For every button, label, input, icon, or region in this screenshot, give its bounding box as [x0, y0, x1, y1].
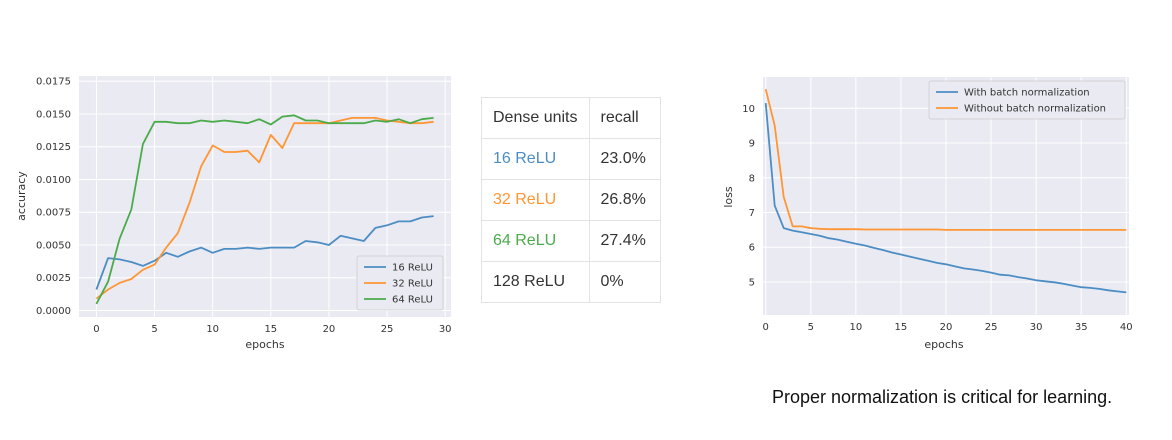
x-tick-label: 20 — [323, 324, 336, 335]
legend-label: With batch normalization — [964, 88, 1090, 99]
legend-label: Without batch normalization — [964, 104, 1106, 115]
y-tick-label: 0.0175 — [36, 77, 71, 88]
legend-label: 64 ReLU — [392, 295, 433, 306]
y-tick-label: 5 — [749, 277, 755, 288]
row-recall: 26.8% — [588, 179, 661, 221]
y-tick-label: 0.0075 — [36, 208, 71, 219]
y-tick-label: 8 — [749, 173, 755, 184]
row-label: 128 ReLU — [481, 261, 590, 303]
y-tick-label: 0.0125 — [36, 142, 71, 153]
y-tick-label: 7 — [749, 208, 755, 219]
x-tick-label: 30 — [1030, 322, 1043, 333]
table-header-row: Dense units recall — [481, 97, 661, 139]
recall-table: Dense units recall 16 ReLU 23.0% 32 ReLU… — [481, 97, 661, 303]
loss-chart: 0 5 10 15 20 25 30 35 40 5 6 7 8 9 10 epochs loss With… — [722, 77, 1133, 351]
y-tick-label: 0.0150 — [36, 109, 71, 120]
row-recall: 0% — [588, 261, 661, 303]
x-tick-label: 15 — [895, 322, 908, 333]
x-tick-label: 15 — [264, 324, 277, 335]
x-axis-label: epochs — [245, 338, 284, 351]
x-tick-label: 5 — [151, 324, 157, 335]
x-tick-label: 10 — [849, 322, 862, 333]
row-recall: 27.4% — [588, 220, 661, 262]
row-label: 64 ReLU — [481, 220, 590, 262]
x-tick-label: 0 — [93, 324, 99, 335]
legend-label: 16 ReLU — [392, 263, 433, 274]
legend-label: 32 ReLU — [392, 279, 433, 290]
y-tick-label: 0.0050 — [36, 240, 71, 251]
x-tick-label: 35 — [1075, 322, 1088, 333]
series-line-with-batch-normalization — [764, 103, 1127, 294]
x-tick-label: 25 — [985, 322, 998, 333]
series-line-16-relu — [95, 215, 434, 290]
y-tick-label: 0.0025 — [36, 273, 71, 284]
legend: 16 ReLU 32 ReLU 64 ReLU — [356, 255, 444, 311]
table-row: 16 ReLU 23.0% — [481, 138, 661, 180]
accuracy-chart: 0 5 10 15 20 25 30 0.0000 0.0025 0.0050 0.0075 0.01… — [15, 76, 452, 351]
x-tick-label: 5 — [808, 322, 814, 333]
y-tick-label: 0.0100 — [36, 175, 71, 186]
x-tick-label: 40 — [1120, 322, 1133, 333]
header-recall: recall — [588, 97, 661, 139]
row-recall: 23.0% — [588, 138, 661, 180]
y-tick-label: 0.0000 — [36, 306, 71, 317]
x-axis-label: epochs — [924, 338, 963, 351]
caption: Proper normalization is critical for lea… — [772, 387, 1113, 407]
header-dense-units: Dense units — [481, 97, 590, 139]
y-tick-label: 9 — [749, 139, 755, 150]
y-axis-label: loss — [722, 186, 735, 208]
x-tick-label: 0 — [763, 322, 769, 333]
series-line-64-relu — [95, 114, 434, 305]
x-tick-label: 25 — [381, 324, 394, 335]
legend-box — [356, 255, 444, 311]
y-tick-label: 6 — [749, 243, 755, 254]
x-tick-label: 30 — [439, 324, 452, 335]
legend: With batch normalization Without batch no… — [928, 80, 1126, 120]
table-row: 128 ReLU 0% — [481, 261, 661, 303]
row-label: 32 ReLU — [481, 179, 590, 221]
y-tick-label: 10 — [742, 104, 755, 115]
legend-box — [928, 80, 1126, 120]
row-label: 16 ReLU — [481, 138, 590, 180]
table-row: 32 ReLU 26.8% — [481, 179, 661, 221]
series-line-32-relu — [95, 117, 434, 300]
x-tick-label: 20 — [940, 322, 953, 333]
y-axis-label: accuracy — [15, 171, 28, 221]
series-line-without-batch-normalization — [764, 88, 1127, 231]
x-tick-label: 10 — [206, 324, 219, 335]
table-row: 64 ReLU 27.4% — [481, 220, 661, 262]
